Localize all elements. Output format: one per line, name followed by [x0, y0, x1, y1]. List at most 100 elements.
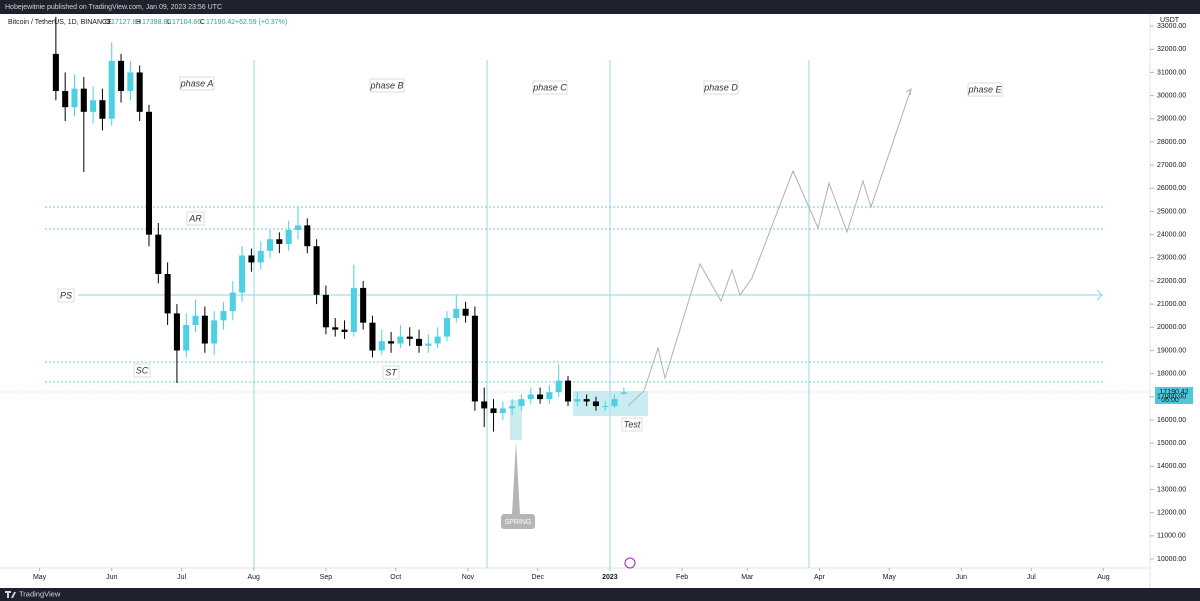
candle-body	[546, 392, 553, 400]
candle-body	[453, 308, 460, 319]
x-tick-label: May	[883, 574, 897, 581]
candle-body	[369, 322, 376, 351]
o-label: O	[105, 19, 111, 26]
candle-body	[257, 250, 264, 263]
spring-box	[510, 400, 522, 440]
x-tick-label: May	[33, 574, 47, 581]
last-price: 17190.42	[1159, 389, 1188, 396]
y-tick-label: 33000.00	[1157, 23, 1186, 30]
currency: USDT	[1160, 17, 1180, 24]
candle-body	[592, 401, 599, 407]
candle-body	[183, 324, 190, 351]
candle-body	[99, 100, 106, 119]
y-tick-label: 16000.00	[1157, 417, 1186, 424]
candle-body	[285, 229, 292, 244]
event-icon	[624, 557, 636, 569]
x-tick-label: Aug	[248, 574, 261, 581]
x-tick-label: Apr	[814, 574, 826, 581]
y-tick-label: 10000.00	[1157, 556, 1186, 563]
label-box	[179, 76, 215, 91]
candle-body	[276, 239, 283, 244]
candle-body	[322, 294, 329, 328]
candle-body	[499, 408, 506, 414]
publisher: Hobejewitnie published on TradingView.co…	[5, 4, 222, 11]
header-bar	[0, 0, 1200, 14]
change: +62.59 (+0.37%)	[235, 19, 287, 26]
y-tick-label: 20000.00	[1157, 324, 1186, 331]
candle-body	[118, 60, 125, 91]
candle-body	[332, 327, 339, 330]
x-tick-label: Mar	[741, 574, 754, 581]
y-tick-label: 17000.00	[1157, 394, 1186, 401]
x-tick-label: Jul	[1027, 574, 1036, 581]
y-tick-label: 32000.00	[1157, 46, 1186, 53]
candle-body	[350, 287, 357, 332]
y-tick-label: 27000.00	[1157, 162, 1186, 169]
annotation: PS	[60, 290, 72, 300]
x-tick-label: Aug	[1097, 574, 1110, 581]
y-tick-label: 25000.00	[1157, 208, 1186, 215]
l-label: L	[167, 19, 171, 26]
test-box	[573, 391, 648, 416]
candle-body	[462, 308, 469, 316]
annotation: SC	[136, 365, 149, 375]
candle-body	[611, 399, 618, 407]
candle-body	[313, 246, 320, 295]
spring-tag	[501, 514, 535, 529]
candle-body	[443, 318, 450, 337]
candle-body	[90, 100, 97, 112]
candle-body	[425, 343, 432, 346]
candle-body	[388, 341, 395, 344]
candle-body	[378, 341, 385, 351]
candle-body	[201, 315, 208, 344]
y-tick-label: 26000.00	[1157, 185, 1186, 192]
candle-body	[52, 53, 59, 91]
label-box	[133, 363, 151, 378]
countdown: 06:00	[1161, 397, 1179, 404]
c-value: 17190.42	[206, 19, 235, 26]
candle-body	[481, 401, 488, 409]
candles	[52, 16, 627, 432]
candle-body	[509, 406, 516, 409]
candle-body	[294, 225, 302, 230]
x-tick-label: Nov	[462, 574, 475, 581]
candle-body	[164, 274, 171, 314]
candle-body	[583, 399, 590, 402]
candle-body	[471, 315, 478, 402]
spring-pointer	[512, 441, 520, 515]
candle-body	[527, 394, 534, 400]
y-tick-label: 30000.00	[1157, 92, 1186, 99]
label-box	[967, 82, 1003, 97]
annotation: phase C	[532, 82, 567, 92]
candle-body	[145, 111, 153, 235]
label-box	[186, 211, 205, 226]
y-tick-label: 18000.00	[1157, 370, 1186, 377]
x-tick-label: Oct	[390, 574, 401, 581]
candle-body	[397, 336, 404, 344]
footer-bar	[0, 588, 1200, 601]
candle-body	[602, 406, 609, 408]
x-tick-label: Jul	[177, 574, 186, 581]
annotation: phase D	[703, 82, 738, 92]
label-box	[369, 78, 405, 93]
levels	[0, 206, 1150, 393]
y-tick-label: 31000.00	[1157, 69, 1186, 76]
y-tick-label: 23000.00	[1157, 255, 1186, 262]
candle-body	[564, 380, 572, 402]
candle-body	[173, 313, 180, 351]
candle-body	[416, 338, 423, 346]
annotation: phase A	[180, 78, 214, 88]
y-tick-label: 28000.00	[1157, 139, 1186, 146]
candle-body	[555, 380, 562, 393]
candle-body	[518, 399, 525, 407]
candle-body	[341, 329, 348, 332]
h-label: H	[136, 19, 141, 26]
y-tick-label: 22000.00	[1157, 278, 1186, 285]
y-tick-label: 21000.00	[1157, 301, 1186, 308]
candle-body	[80, 88, 87, 112]
y-tick-label: 13000.00	[1157, 486, 1186, 493]
candle-body	[267, 239, 274, 251]
last-price-tag	[1155, 387, 1193, 404]
candle-body	[239, 255, 246, 293]
